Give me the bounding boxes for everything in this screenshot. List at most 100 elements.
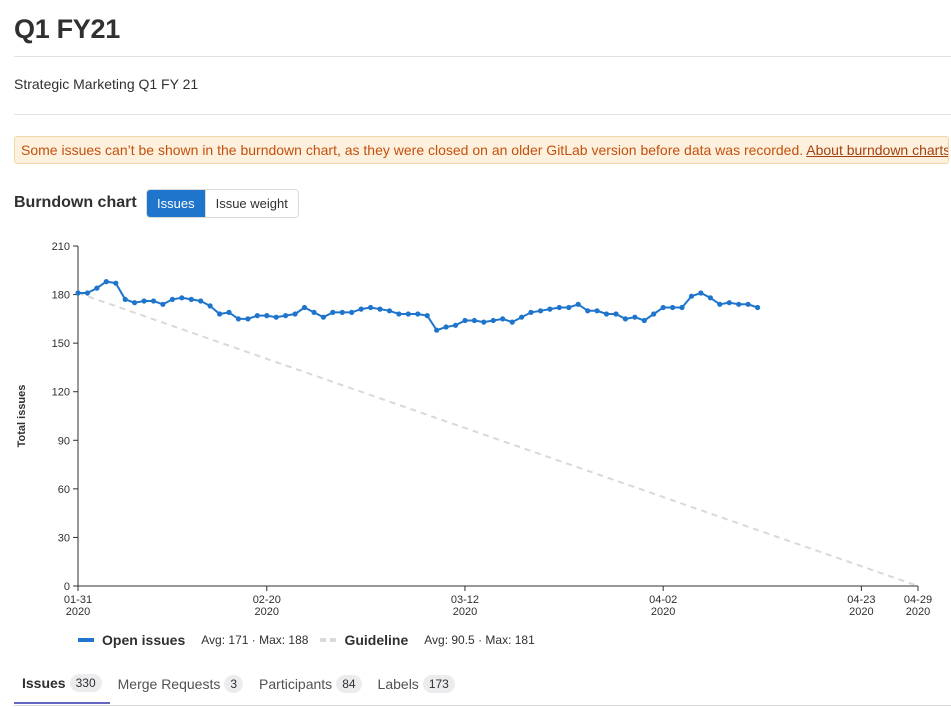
open-issues-point (717, 301, 723, 307)
open-issues-point (415, 311, 421, 317)
y-tick-label: 0 (64, 581, 70, 593)
open-issues-point (660, 304, 666, 311)
open-issues-point (273, 314, 279, 320)
open-issues-point (311, 309, 317, 315)
open-issues-point (368, 304, 374, 311)
title-divider (14, 56, 951, 57)
count-badge: 3 (224, 675, 244, 693)
x-tick-label: 02-20 (253, 594, 281, 606)
x-tick-year: 2020 (906, 606, 930, 618)
issues-toggle-button[interactable]: Issues (147, 190, 205, 217)
tab-labels[interactable]: Labels 173 (370, 664, 463, 704)
open-issues-point (132, 300, 138, 306)
burndown-type-toggle: Issues Issue weight (146, 189, 299, 218)
open-issues-point (292, 311, 298, 317)
x-tick-year: 2020 (651, 606, 675, 618)
open-issues-point (122, 296, 128, 302)
open-issues-point (179, 295, 185, 301)
x-tick-label: 04-23 (847, 594, 875, 606)
open-issues-point (386, 308, 393, 314)
y-tick-label: 180 (52, 290, 70, 302)
open-issues-point (490, 317, 496, 324)
description-divider (14, 114, 951, 115)
open-issues-point (755, 304, 761, 311)
x-tick-year: 2020 (453, 606, 477, 618)
x-tick-label: 04-02 (649, 594, 677, 606)
legend-open-issues: Open issues (102, 632, 186, 648)
open-issues-point (434, 327, 440, 333)
tab-label: Participants (259, 676, 333, 692)
open-issues-swatch (78, 638, 94, 642)
open-issues-point (75, 290, 81, 296)
open-issues-point (169, 296, 175, 302)
open-issues-point (679, 304, 685, 311)
open-issues-point (424, 313, 430, 319)
open-issues-point (688, 293, 695, 299)
page-title: Q1 FY21 (14, 14, 120, 44)
guideline-series (77, 292, 919, 587)
open-issues-point (226, 309, 232, 315)
open-issues-point (443, 324, 449, 330)
about-burndown-link[interactable]: About burndown charts (806, 142, 949, 158)
open-issues-point (603, 311, 610, 317)
issue-weight-toggle-button[interactable]: Issue weight (204, 190, 298, 217)
open-issues-point (377, 306, 383, 312)
legend-open-stats: Avg: 171 · Max: 188 (201, 633, 309, 647)
open-issues-point (207, 303, 213, 309)
open-issues-point (519, 314, 525, 320)
open-issues-point (339, 309, 345, 315)
open-issues-point (245, 316, 251, 322)
open-issues-point (198, 298, 204, 304)
open-issues-point (670, 304, 676, 311)
tab-label: Issues (22, 675, 66, 691)
open-issues-point (566, 304, 572, 311)
burndown-heading: Burndown chart (14, 194, 137, 211)
tab-participants[interactable]: Participants 84 (251, 664, 370, 704)
alert-text: Some issues can’t be shown in the burndo… (21, 142, 804, 158)
x-tick-year: 2020 (849, 606, 873, 618)
legend-guide-stats: Avg: 90.5 · Max: 181 (424, 633, 535, 647)
open-issues-point (585, 308, 591, 314)
open-issues-point (452, 322, 459, 328)
tab-label: Labels (377, 676, 419, 692)
x-tick-label: 03-12 (451, 594, 479, 606)
open-issues-point (330, 309, 336, 315)
open-issues-point (707, 295, 714, 301)
y-tick-label: 30 (58, 532, 70, 544)
legend-guideline: Guideline (344, 632, 409, 648)
open-issues-point (113, 280, 119, 286)
x-tick-label: 04-29 (904, 594, 932, 606)
y-tick-label: 90 (58, 435, 70, 447)
open-issues-point (349, 309, 355, 315)
open-issues-point (537, 308, 544, 314)
y-tick-label: 60 (58, 484, 70, 496)
open-issues-point (141, 298, 147, 304)
count-badge: 84 (336, 675, 362, 693)
open-issues-point (528, 309, 534, 315)
open-issues-point (509, 319, 515, 325)
open-issues-point (547, 306, 553, 312)
y-axis-title: Total issues (16, 385, 28, 448)
open-issues-point (698, 290, 704, 296)
count-badge: 173 (422, 675, 455, 693)
open-issues-point (500, 316, 506, 322)
open-issues-point (462, 317, 468, 324)
open-issues-point (188, 296, 194, 302)
open-issues-point (736, 301, 742, 307)
open-issues-point (471, 317, 477, 324)
open-issues-point (301, 304, 308, 311)
tab-merge-requests[interactable]: Merge Requests 3 (110, 664, 251, 704)
open-issues-point (358, 306, 364, 312)
open-issues-point (726, 300, 732, 306)
open-issues-point (94, 285, 100, 291)
chart-legend: Open issues Avg: 171 · Max: 188 Guidelin… (78, 632, 547, 648)
tab-label: Merge Requests (117, 676, 221, 692)
open-issues-point (481, 319, 487, 325)
open-issues-point (320, 314, 326, 320)
milestone-tabs: Issues 330 Merge Requests 3 Participants… (14, 664, 951, 706)
tab-issues[interactable]: Issues 330 (14, 664, 110, 704)
open-issues-point (396, 311, 402, 317)
open-issues-point (84, 290, 90, 296)
open-issues-point (622, 316, 629, 322)
